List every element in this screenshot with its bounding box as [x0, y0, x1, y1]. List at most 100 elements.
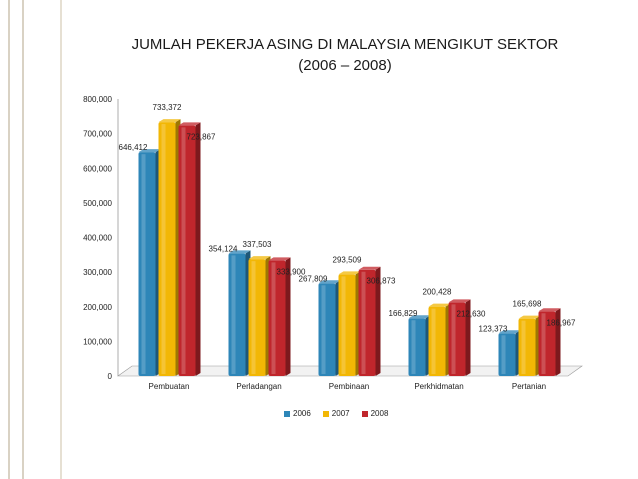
bar-2007-pembuatan — [158, 119, 181, 376]
bar-highlight — [541, 313, 546, 374]
bar-top — [448, 299, 471, 303]
category-label: Pembinaan — [329, 382, 369, 391]
bar-highlight — [431, 308, 436, 374]
decor-line — [22, 0, 24, 479]
bar-2008-pertanian — [538, 308, 561, 376]
legend-swatch — [361, 410, 368, 417]
bar-side — [465, 299, 471, 376]
legend-item-2008: 2008 — [361, 409, 388, 418]
data-label: 123,373 — [479, 324, 508, 333]
bar-highlight — [361, 271, 366, 374]
bar-top — [158, 119, 181, 123]
y-tick-label: 200,000 — [83, 303, 112, 312]
bar-2006-pembuatan — [138, 149, 161, 376]
y-tick-label: 700,000 — [83, 130, 112, 139]
bar-highlight — [231, 255, 236, 374]
data-label: 337,503 — [243, 240, 272, 249]
bar-top — [408, 315, 431, 319]
data-label: 333,900 — [277, 267, 306, 276]
data-label: 354,124 — [209, 244, 238, 253]
data-label: 267,809 — [299, 274, 328, 283]
category-label: Pertanian — [512, 382, 546, 391]
bar-top — [138, 149, 161, 153]
bar-2008-pembinaan — [358, 266, 381, 376]
bar-highlight — [321, 285, 326, 374]
bar-2006-perladangan — [228, 250, 251, 376]
chart-title: JUMLAH PEKERJA ASING DI MALAYSIA MENGIKU… — [131, 36, 559, 53]
bar-side — [555, 308, 561, 376]
bar-2007-pembinaan — [338, 271, 361, 376]
bar-side — [195, 122, 201, 376]
bar-body — [428, 306, 446, 376]
bar-top — [178, 122, 201, 126]
category-label: Pembuatan — [149, 382, 190, 391]
bar-highlight — [501, 335, 506, 374]
bar-top — [248, 256, 271, 260]
legend-label: 2006 — [293, 409, 311, 418]
y-tick-label: 0 — [108, 372, 113, 381]
data-label: 200,428 — [423, 288, 452, 297]
bar-top — [268, 257, 291, 261]
data-label: 306,873 — [367, 277, 396, 286]
bar-2008-pembuatan — [178, 122, 201, 376]
legend-swatch — [284, 410, 290, 417]
bar-body — [408, 318, 426, 376]
y-tick-label: 100,000 — [83, 337, 112, 346]
y-tick-label: 500,000 — [83, 199, 112, 208]
data-label: 212,630 — [457, 309, 486, 318]
bar-body — [518, 318, 536, 376]
y-tick-label: 300,000 — [83, 268, 112, 277]
bar-2006-pertanian — [498, 330, 521, 376]
bar-body — [498, 333, 516, 376]
bar-highlight — [141, 154, 146, 374]
bar-top — [428, 303, 451, 307]
bar-2007-pertanian — [518, 315, 541, 376]
decor-line — [60, 0, 62, 479]
bar-top — [338, 271, 361, 275]
bar-top — [358, 266, 381, 270]
bar-body — [178, 125, 196, 376]
bar-highlight — [271, 262, 276, 374]
data-label: 166,829 — [389, 309, 418, 318]
data-label: 293,509 — [333, 255, 362, 264]
bar-highlight — [451, 304, 456, 374]
bar-body — [158, 122, 176, 376]
slide-decoration — [0, 0, 70, 479]
bar-highlight — [181, 127, 186, 374]
bar-top — [518, 315, 541, 319]
data-label: 646,412 — [119, 143, 148, 152]
bar-highlight — [161, 124, 166, 374]
category-label: Perkhidmatan — [414, 382, 463, 391]
legend-swatch — [322, 410, 329, 417]
data-label: 165,698 — [513, 300, 542, 309]
legend: 2006 2007 2008 — [284, 409, 388, 418]
decor-line — [8, 0, 10, 479]
bar-highlight — [251, 261, 256, 374]
chart-title-block: JUMLAH PEKERJA ASING DI MALAYSIA MENGIKU… — [100, 34, 590, 76]
y-tick-label: 400,000 — [83, 234, 112, 243]
bar-body — [268, 260, 286, 376]
bar-2008-perladangan — [268, 257, 291, 376]
bar-2006-pembinaan — [318, 280, 341, 376]
data-label: 186,967 — [547, 318, 576, 327]
legend-item-2006: 2006 — [284, 409, 311, 418]
bar-2006-perkhidmatan — [408, 315, 431, 376]
y-tick-label: 800,000 — [83, 95, 112, 104]
bar-side — [285, 257, 291, 376]
bar-2007-perladangan — [248, 256, 271, 376]
bar-highlight — [341, 276, 346, 374]
bar-top — [498, 330, 521, 334]
category-label: Perladangan — [236, 382, 281, 391]
bar-body — [228, 253, 246, 376]
bar-body — [318, 283, 336, 376]
bar-body — [138, 152, 156, 376]
bar-top — [538, 308, 561, 312]
bar-top — [228, 250, 251, 254]
data-label: 733,372 — [153, 103, 182, 112]
bar-top — [318, 280, 341, 284]
legend-label: 2007 — [331, 409, 350, 418]
bar-body — [338, 274, 356, 376]
bar-side — [375, 266, 381, 376]
bar-2008-perkhidmatan — [448, 299, 471, 376]
